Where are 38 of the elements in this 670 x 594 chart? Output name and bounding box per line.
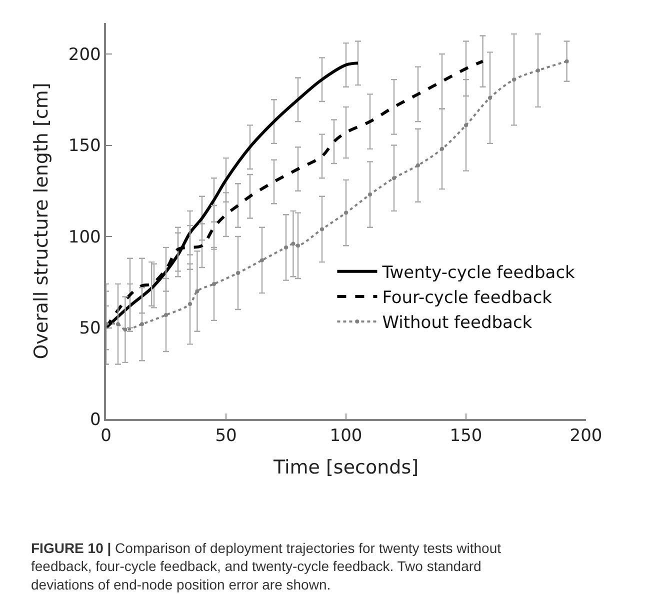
point bbox=[123, 328, 128, 332]
point bbox=[368, 192, 372, 197]
point bbox=[195, 289, 200, 294]
x-tick-label: 50 bbox=[215, 426, 237, 446]
point bbox=[212, 282, 216, 286]
y-tick-label: 50 bbox=[79, 318, 101, 339]
x-tick-label: 100 bbox=[330, 426, 362, 446]
point bbox=[291, 242, 296, 246]
y-axis-title: Overall structure length [cm] bbox=[30, 82, 53, 360]
point bbox=[536, 68, 540, 72]
point bbox=[296, 244, 300, 248]
y-tick-label: 150 bbox=[68, 136, 101, 156]
legend-label: Twenty-cycle feedback bbox=[381, 262, 576, 283]
x-axis-title: Time [seconds] bbox=[272, 456, 419, 478]
point bbox=[116, 322, 120, 326]
y-tick-label: 0 bbox=[90, 410, 101, 430]
x-tick-label: 150 bbox=[450, 426, 482, 446]
point bbox=[344, 210, 348, 215]
point bbox=[260, 258, 264, 262]
point bbox=[320, 227, 324, 232]
point bbox=[416, 163, 420, 168]
legend-label: Without feedback bbox=[382, 313, 532, 334]
point bbox=[284, 245, 288, 250]
point bbox=[236, 271, 240, 276]
point bbox=[440, 146, 444, 151]
point bbox=[488, 96, 492, 100]
y-tick-label: 200 bbox=[68, 44, 101, 65]
point bbox=[140, 322, 144, 326]
point bbox=[464, 123, 468, 128]
caption: FIGURE 10 | Comparison of deployment trajectories for twenty tests without feedback, four-cycle feedback, and twenty-cycle feedback. Two standard deviations of end-node position error are shown. bbox=[31, 540, 502, 592]
legend-label: Four-cycle feedback bbox=[382, 288, 552, 308]
point bbox=[188, 302, 192, 306]
x-tick-label: 200 bbox=[570, 426, 602, 446]
point bbox=[564, 59, 569, 64]
y-tick-label: 100 bbox=[68, 227, 101, 248]
point bbox=[512, 78, 516, 82]
point bbox=[392, 176, 396, 180]
point bbox=[164, 312, 168, 317]
